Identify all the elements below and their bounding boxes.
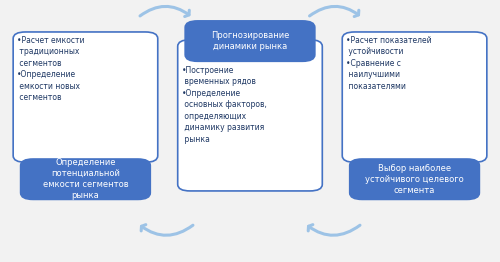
FancyBboxPatch shape — [13, 32, 158, 162]
FancyBboxPatch shape — [185, 21, 315, 61]
Text: Прогнозирование
динамики рынка: Прогнозирование динамики рынка — [211, 31, 289, 51]
Text: •Построение
 временных рядов
•Определение
 основных факторов,
 определяющих
 дин: •Построение временных рядов •Определение… — [182, 66, 266, 144]
Text: •Расчет емкости
 традиционных
 сегментов
•Определение
 емкости новых
 сегментов: •Расчет емкости традиционных сегментов •… — [17, 36, 84, 102]
FancyBboxPatch shape — [20, 159, 150, 199]
FancyBboxPatch shape — [350, 159, 480, 199]
FancyBboxPatch shape — [342, 32, 487, 162]
Text: •Расчет показателей
 устойчивости
•Сравнение с
 наилучшими
 показателями: •Расчет показателей устойчивости •Сравне… — [346, 36, 432, 91]
FancyBboxPatch shape — [178, 40, 322, 191]
Text: Выбор наиболее
устойчивого целевого
сегмента: Выбор наиболее устойчивого целевого сегм… — [365, 163, 464, 195]
Text: Определение
потенциальной
емкости сегментов
рынка: Определение потенциальной емкости сегмен… — [42, 158, 128, 200]
